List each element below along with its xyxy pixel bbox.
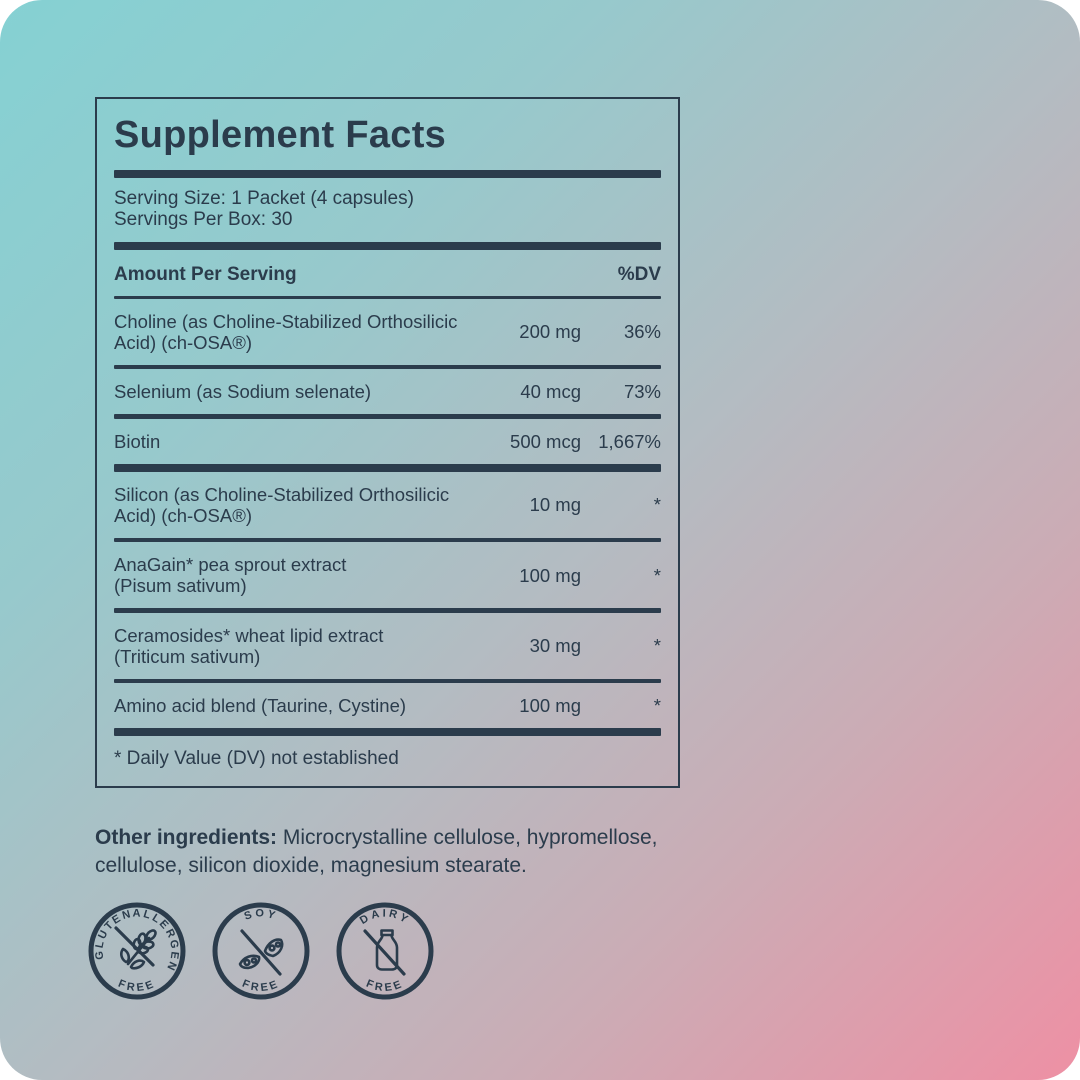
nutrient-name: Ceramosides* wheat lipid extract (Tritic… bbox=[114, 624, 384, 667]
nutrient-amount: 10 mg bbox=[529, 494, 581, 515]
table-row: AnaGain* pea sprout extract (Pisum sativ… bbox=[114, 542, 661, 608]
nutrient-dv: 1,667% bbox=[598, 430, 661, 452]
nutrient-name: Biotin bbox=[114, 430, 161, 452]
supplement-facts-title: Supplement Facts bbox=[114, 114, 447, 156]
other-ingredients-text: Microcrystalline cellulose, hypromellose… bbox=[95, 826, 658, 877]
nutrient-dv: 73% bbox=[623, 381, 661, 402]
nutrient-amount: 30 mg bbox=[529, 635, 581, 656]
badge-bottom-text: FREE bbox=[364, 978, 403, 994]
serving-info: Serving Size: 1 Packet (4 capsules) Serv… bbox=[114, 178, 661, 242]
table-row: Choline (as Choline-Stabilized Orthosili… bbox=[114, 299, 661, 365]
strike-line bbox=[363, 929, 406, 976]
free-from-badges: GLUTEN ALLERGEN FREE SOY FRE bbox=[87, 901, 435, 1001]
dv-footnote: * Daily Value (DV) not established bbox=[114, 748, 399, 769]
nutrient-dv: * bbox=[653, 635, 661, 656]
table-row: Amino acid blend (Taurine, Cystine) 100 … bbox=[114, 683, 661, 728]
nutrient-amount: 100 mg bbox=[519, 564, 581, 586]
gluten-allergen-free-badge: GLUTEN ALLERGEN FREE bbox=[88, 902, 186, 1000]
nutrient-name: AnaGain* pea sprout extract (Pisum sativ… bbox=[114, 554, 347, 596]
divider-thick bbox=[114, 728, 661, 736]
dv-header: %DV bbox=[617, 264, 661, 285]
supplement-facts-panel: Supplement Facts Serving Size: 1 Packet … bbox=[95, 97, 680, 788]
nutrient-name: Silicon (as Choline-Stabilized Orthosili… bbox=[114, 483, 450, 526]
servings-per-box: Servings Per Box: 30 bbox=[114, 209, 293, 230]
divider-thick bbox=[114, 463, 661, 472]
nutrient-name: Choline (as Choline-Stabilized Orthosili… bbox=[114, 310, 458, 353]
nutrient-amount: 40 mcg bbox=[520, 381, 581, 402]
divider-medium bbox=[114, 537, 661, 542]
svg-text:FREE: FREE bbox=[116, 978, 157, 994]
nutrient-dv: * bbox=[653, 695, 661, 716]
badge-ring bbox=[88, 902, 186, 1000]
badge-bottom-text: FREE bbox=[116, 978, 155, 994]
nutrient-amount: 200 mg bbox=[519, 321, 581, 342]
other-ingredients-label: Other ingredients: bbox=[95, 826, 278, 849]
soy-free-badge: SOY FREE bbox=[212, 902, 310, 1000]
divider-medium bbox=[114, 678, 661, 683]
svg-text:FREE: FREE bbox=[240, 978, 281, 994]
divider-thick bbox=[114, 170, 661, 178]
dairy-free-badge: DAIRY FREE bbox=[336, 902, 434, 1000]
serving-size: Serving Size: 1 Packet (4 capsules) bbox=[114, 188, 414, 209]
table-row: Selenium (as Sodium selenate) 40 mcg 73% bbox=[114, 369, 661, 414]
svg-text:SOY: SOY bbox=[243, 908, 279, 923]
svg-text:FREE: FREE bbox=[364, 978, 405, 994]
divider-medium bbox=[114, 414, 661, 419]
divider-medium bbox=[114, 364, 661, 369]
nutrient-dv: * bbox=[653, 494, 661, 515]
badge-ring bbox=[212, 902, 310, 1000]
badge-top-text: SOY bbox=[243, 908, 277, 923]
nutrient-name: Amino acid blend (Taurine, Cystine) bbox=[114, 695, 407, 716]
nutrient-amount: 100 mg bbox=[519, 695, 581, 716]
soybean-icon bbox=[238, 938, 284, 970]
table-header: Amount Per Serving %DV bbox=[114, 250, 661, 296]
table-row: Ceramosides* wheat lipid extract (Tritic… bbox=[114, 613, 661, 679]
badge-bottom-text: FREE bbox=[240, 978, 279, 994]
divider-thin bbox=[114, 296, 661, 299]
other-ingredients: Other ingredients: Microcrystalline cell… bbox=[95, 824, 705, 880]
table-row: Silicon (as Choline-Stabilized Orthosili… bbox=[114, 472, 661, 538]
table-row: Biotin 500 mcg 1,667% bbox=[114, 419, 661, 464]
divider-medium bbox=[114, 608, 661, 613]
nutrient-dv: * bbox=[653, 564, 661, 586]
badge-ring bbox=[336, 902, 434, 1000]
strike-line bbox=[240, 929, 282, 976]
divider-thick bbox=[114, 242, 661, 250]
amount-per-serving-header: Amount Per Serving bbox=[114, 264, 297, 285]
nutrient-amount: 500 mcg bbox=[510, 430, 581, 452]
strike-line bbox=[114, 926, 155, 967]
nutrient-dv: 36% bbox=[623, 321, 661, 342]
nutrient-name: Selenium (as Sodium selenate) bbox=[114, 381, 372, 402]
